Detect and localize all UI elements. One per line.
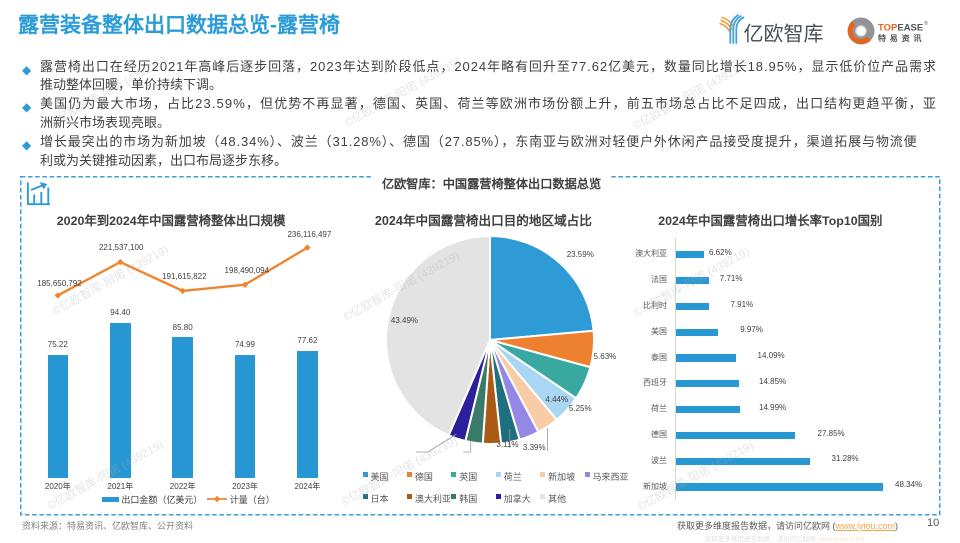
svg-text:特易资讯: 特易资讯 [878, 33, 925, 43]
svg-text:亿欧智库: 亿欧智库 [744, 23, 824, 46]
svg-text:®: ® [924, 20, 928, 27]
svg-text:TOPEASE: TOPEASE [878, 23, 923, 34]
